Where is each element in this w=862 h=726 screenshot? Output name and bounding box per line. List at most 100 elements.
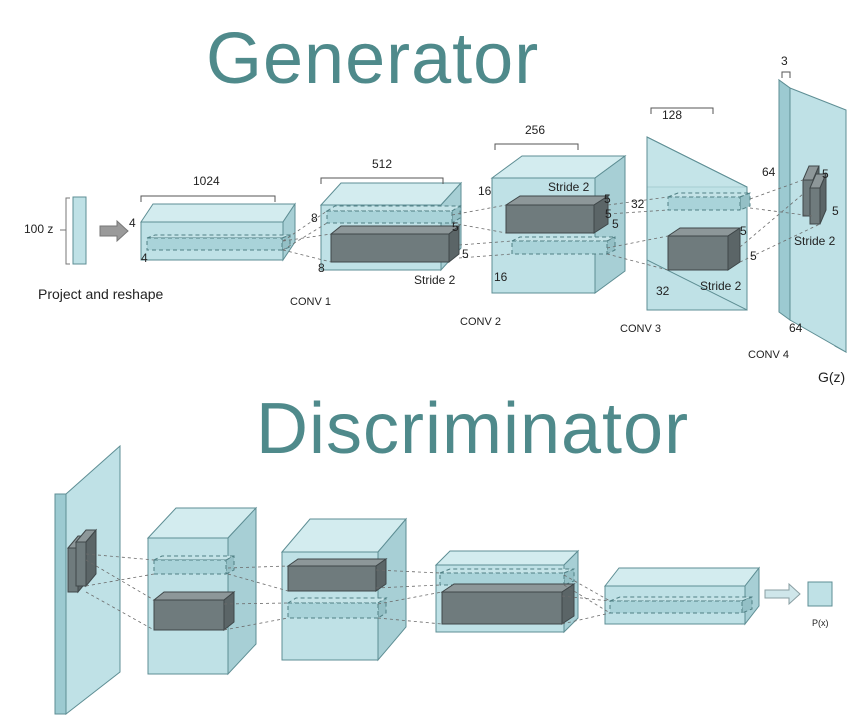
kernel-dim-label: 5 xyxy=(822,167,829,181)
gz-output-label: G(z) xyxy=(818,369,845,385)
input-bracket xyxy=(65,197,70,265)
projection-line xyxy=(561,595,611,602)
volume-front xyxy=(667,235,729,271)
dimension-bracket xyxy=(494,143,579,150)
d-conv4-volume xyxy=(603,566,761,626)
projection-line xyxy=(85,559,155,601)
volume-top xyxy=(140,203,296,223)
volume-front xyxy=(809,187,821,225)
projection-line xyxy=(375,584,441,589)
projection-line xyxy=(227,573,289,592)
projection-line xyxy=(375,569,441,574)
projection-line xyxy=(563,574,611,602)
dim-label: 512 xyxy=(372,157,392,171)
projection-line xyxy=(227,565,289,569)
kernel-block xyxy=(504,195,610,234)
kernel-block xyxy=(152,590,236,632)
dim-label: 3 xyxy=(781,54,788,68)
dim-label: 32 xyxy=(631,197,645,211)
projection-line xyxy=(85,591,155,631)
volume-front xyxy=(146,237,283,251)
feature-slice xyxy=(325,205,462,224)
projection-line xyxy=(282,233,332,242)
layer-label-conv2: CONV 2 xyxy=(460,316,501,328)
projection-line xyxy=(377,591,443,605)
kernel-dim-label: 5 xyxy=(452,220,459,234)
kernel-dim-label: 5 xyxy=(605,207,612,221)
generator-diagram xyxy=(60,71,847,353)
projection-line xyxy=(606,235,669,249)
feature-slice xyxy=(511,236,616,255)
projection-line xyxy=(739,193,804,248)
stride-label: Stride 2 xyxy=(700,279,742,293)
dim-label: 4 xyxy=(129,216,136,230)
input-z-label: 100 z xyxy=(24,222,53,236)
stride-label: Stride 2 xyxy=(548,180,590,194)
dim-label: 16 xyxy=(478,184,492,198)
kernel-block xyxy=(286,558,388,592)
projection-line xyxy=(85,553,155,561)
volume-front xyxy=(609,600,743,614)
dimension-bracket xyxy=(320,177,444,184)
projection-line xyxy=(458,253,513,259)
volume-top xyxy=(319,182,463,206)
projection-line xyxy=(739,223,821,263)
feature-slice xyxy=(146,234,291,251)
layer-label-conv1: CONV 1 xyxy=(290,296,331,308)
volume-top xyxy=(153,555,235,561)
dim-label: 256 xyxy=(525,123,545,137)
projection-line xyxy=(561,612,611,625)
volume-top xyxy=(325,205,462,212)
projection-line xyxy=(606,253,669,271)
volume-front xyxy=(153,599,225,631)
volume-front xyxy=(153,559,227,575)
volume-top xyxy=(504,195,610,206)
volume-front xyxy=(511,240,608,255)
projection-line xyxy=(282,249,332,263)
stride-label: Stride 2 xyxy=(414,273,456,287)
dim-label: 8 xyxy=(311,211,318,225)
feature-slice xyxy=(667,192,751,211)
generator-title: Generator xyxy=(206,19,540,99)
volume-top xyxy=(609,596,753,602)
projection-line xyxy=(458,240,513,246)
volume-front xyxy=(330,233,450,263)
volume-front xyxy=(505,204,595,234)
volume-top xyxy=(152,591,236,601)
projection-line xyxy=(223,617,289,631)
dim-label: 64 xyxy=(789,321,803,335)
projection-line xyxy=(282,210,328,242)
volume-front xyxy=(439,572,565,586)
dimension-bracket xyxy=(650,107,714,114)
volume-top xyxy=(329,225,461,235)
volume-side xyxy=(727,227,741,271)
kernel-dim-label: 5 xyxy=(612,217,619,231)
projection-line xyxy=(282,222,328,251)
volume-front xyxy=(326,210,453,224)
kernel-dim-label: 5 xyxy=(604,192,611,206)
generator-labels: 100 z Project and reshape 1024 4 4 512 8… xyxy=(24,54,845,385)
project-volume xyxy=(140,202,296,262)
input-image-face xyxy=(65,444,121,716)
volume-side xyxy=(227,506,257,676)
projection-line xyxy=(749,207,813,217)
layer-label-conv4: CONV 4 xyxy=(748,349,789,361)
volume-top xyxy=(667,192,751,198)
projection-line xyxy=(607,196,669,206)
d-conv1-volume xyxy=(146,506,258,676)
projection-line xyxy=(377,617,443,625)
discriminator-labels: P(x) xyxy=(812,618,829,628)
output-probability xyxy=(807,581,833,607)
feature-slice xyxy=(439,568,575,586)
kernel-block xyxy=(440,583,576,625)
volume-front xyxy=(287,602,379,619)
kernel-block xyxy=(666,227,742,271)
volume-front xyxy=(75,541,87,587)
input-image-edge xyxy=(54,493,67,715)
dim-label: 16 xyxy=(494,270,508,284)
dim-label: 8 xyxy=(318,261,325,275)
volume-top xyxy=(286,558,388,567)
volume-front xyxy=(441,591,563,625)
